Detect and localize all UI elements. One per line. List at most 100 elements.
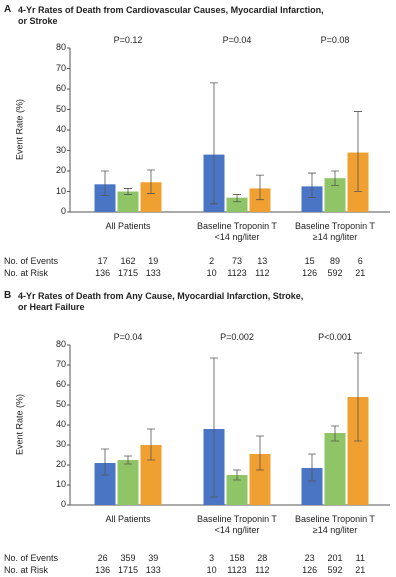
category-label: Baseline Troponin T <14 ng/liter <box>197 514 277 535</box>
table-value: 1715 <box>117 268 139 278</box>
p-value: P=0.002 <box>220 332 254 342</box>
p-value: P=0.04 <box>113 332 143 342</box>
category-label: All Patients <box>105 514 151 524</box>
error-bar <box>308 453 316 482</box>
y-axis-label: Event Rate (%) <box>14 98 25 161</box>
table-value: 592 <box>327 268 343 278</box>
category-label: All Patients <box>105 221 151 231</box>
table-value: 73 <box>231 256 242 266</box>
table-value: 89 <box>329 256 340 266</box>
error-bar <box>210 82 218 205</box>
y-tick-label: 40 <box>55 419 66 429</box>
table-value: 28 <box>257 553 268 563</box>
y-tick-label: 60 <box>55 83 66 93</box>
table-row-label: No. of Events <box>4 256 59 266</box>
y-tick-label: 20 <box>55 459 66 469</box>
table-value: 592 <box>327 565 343 575</box>
table-value: 1123 <box>227 565 247 575</box>
bar <box>117 191 139 212</box>
error-bar <box>124 455 132 465</box>
table-value: 3 <box>209 553 215 563</box>
bar <box>117 460 139 505</box>
p-value: P<0.001 <box>318 332 352 342</box>
bar <box>226 475 248 505</box>
category-label: Baseline Troponin T <14 ng/liter <box>197 221 277 242</box>
table-row-label: No. at Risk <box>4 268 49 278</box>
table-value: 1123 <box>227 268 247 278</box>
error-bar <box>210 357 218 498</box>
bar <box>301 468 323 505</box>
y-tick-label: 20 <box>55 165 66 175</box>
table-value: 126 <box>302 565 318 575</box>
table-row-label: No. of Events <box>4 553 59 563</box>
y-tick-label: 80 <box>55 42 66 52</box>
table-value: 17 <box>97 256 108 266</box>
bar <box>140 182 162 212</box>
table-value: 10 <box>206 268 217 278</box>
error-bar <box>124 188 132 195</box>
y-tick-label: 80 <box>55 339 66 349</box>
panel-label: B <box>4 290 12 301</box>
table-value: 133 <box>145 268 161 278</box>
error-bar <box>256 174 264 201</box>
error-bar <box>331 170 339 186</box>
y-tick-label: 50 <box>55 399 66 409</box>
table-value: 26 <box>97 553 108 563</box>
error-bar <box>233 194 241 203</box>
y-tick-label: 10 <box>55 185 66 196</box>
y-tick-label: 0 <box>60 206 66 216</box>
p-value: P=0.04 <box>222 35 252 45</box>
bar <box>301 186 323 212</box>
panel-title: 4-Yr Rates of Death from Any Cause, Myoc… <box>18 291 304 312</box>
error-bar <box>354 352 362 442</box>
y-tick-label: 40 <box>55 124 66 134</box>
table-value: 1715 <box>117 565 139 575</box>
table-value: 13 <box>257 256 268 266</box>
y-tick-label: 30 <box>55 144 66 155</box>
bar <box>249 454 271 505</box>
bar <box>324 178 346 212</box>
bar <box>249 188 271 212</box>
y-tick-label: 70 <box>55 62 66 73</box>
y-tick-label: 60 <box>55 379 66 389</box>
bar <box>94 463 116 505</box>
error-bar <box>308 172 316 199</box>
category-label: Baseline Troponin T ≥14 ng/liter <box>295 221 375 242</box>
error-bar <box>354 111 362 192</box>
y-tick-label: 0 <box>60 499 66 509</box>
error-bar <box>147 428 155 461</box>
table-value: 21 <box>355 565 366 575</box>
table-value: 359 <box>120 553 136 563</box>
y-tick-label: 50 <box>55 103 66 114</box>
bar <box>226 197 248 212</box>
p-value: P=0.08 <box>320 35 350 45</box>
error-bar <box>147 169 155 194</box>
table-value: 6 <box>357 256 363 266</box>
error-bar <box>256 435 264 471</box>
error-bar <box>331 425 339 442</box>
y-tick-label: 10 <box>55 479 66 489</box>
bar <box>94 184 116 212</box>
table-value: 19 <box>148 256 159 266</box>
y-axis-label: Event Rate (%) <box>14 393 25 456</box>
p-value: P=0.12 <box>113 35 143 45</box>
table-value: 112 <box>255 268 270 278</box>
table-value: 15 <box>304 256 315 266</box>
table-value: 112 <box>255 565 270 575</box>
bar <box>347 397 369 505</box>
error-bar <box>101 448 109 476</box>
panel-label: A <box>4 4 12 15</box>
table-value: 39 <box>148 553 159 563</box>
y-tick-label: 30 <box>55 439 66 449</box>
category-label: Baseline Troponin T ≥14 ng/liter <box>295 514 375 535</box>
bar <box>324 433 346 505</box>
table-value: 2 <box>209 256 215 266</box>
error-bar <box>101 170 109 196</box>
table-value: 162 <box>120 256 136 266</box>
table-value: 158 <box>229 553 245 563</box>
panel-title: 4-Yr Rates of Death from Cardiovascular … <box>18 5 324 26</box>
y-tick-label: 70 <box>55 359 66 369</box>
error-bar <box>233 469 241 481</box>
table-value: 21 <box>355 268 366 278</box>
